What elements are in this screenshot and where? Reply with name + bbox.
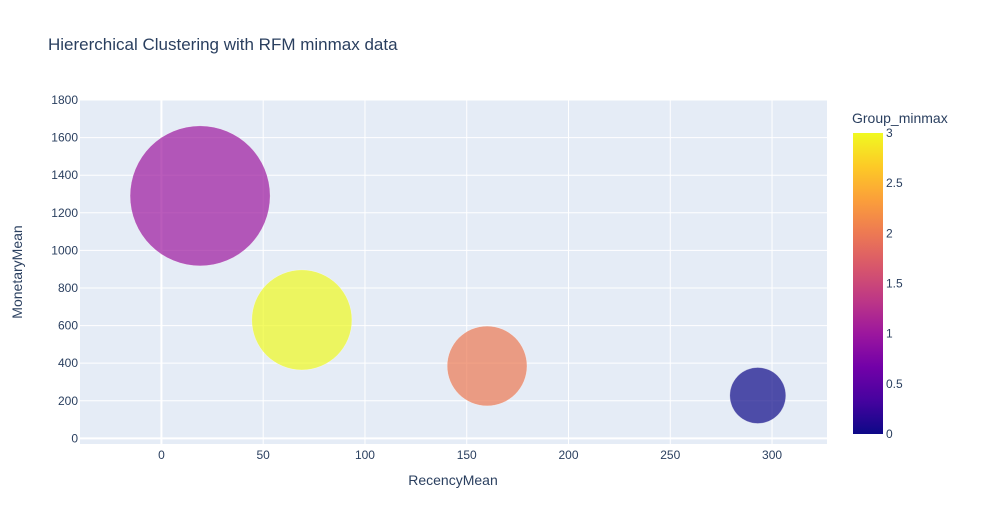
bubble-point	[129, 125, 271, 267]
y-tick-label: 600	[58, 319, 78, 333]
colorbar-tick-label: 2.5	[886, 176, 903, 190]
y-tick-label: 1400	[51, 168, 78, 182]
x-tick-label: 0	[158, 448, 165, 462]
x-tick-label: 50	[257, 448, 271, 462]
y-tick-label: 0	[71, 431, 78, 445]
y-tick-label: 1200	[51, 206, 78, 220]
x-tick-label: 300	[762, 448, 782, 462]
bubble-point	[446, 325, 528, 407]
chart-title: Hiererchical Clustering with RFM minmax …	[48, 35, 398, 54]
y-tick-label: 800	[58, 281, 78, 295]
colorbar-title: Group_minmax	[852, 110, 948, 126]
y-tick-label: 1800	[51, 93, 78, 107]
colorbar-tick-label: 1.5	[886, 277, 903, 291]
y-tick-label: 400	[58, 356, 78, 370]
colorbar	[853, 133, 883, 434]
bubbles	[129, 125, 787, 424]
x-tick-label: 200	[558, 448, 578, 462]
x-tick-label: 150	[457, 448, 477, 462]
colorbar-ticks: 0 0.5 1 1.5 2 2.5 3	[886, 126, 903, 441]
y-tick-label: 200	[58, 394, 78, 408]
y-tick-label: 1000	[51, 243, 78, 257]
bubble-point	[251, 269, 353, 371]
x-tick-label: 100	[355, 448, 375, 462]
y-axis-title: MonetaryMean	[9, 225, 25, 318]
x-axis-title: RecencyMean	[408, 472, 498, 488]
x-axis-ticks: 0 50 100 150 200 250 300	[158, 448, 782, 462]
colorbar-tick-label: 1	[886, 327, 893, 341]
colorbar-tick-label: 2	[886, 226, 893, 240]
y-tick-label: 1600	[51, 131, 78, 145]
colorbar-tick-label: 0.5	[886, 377, 903, 391]
colorbar-tick-label: 3	[886, 126, 893, 140]
y-axis-ticks: 0 200 400 600 800 1000 1200 1400 1600 1800	[51, 93, 78, 445]
bubble-point	[729, 367, 787, 424]
grid-lines	[80, 99, 827, 444]
x-tick-label: 250	[660, 448, 680, 462]
colorbar-tick-label: 0	[886, 427, 893, 441]
